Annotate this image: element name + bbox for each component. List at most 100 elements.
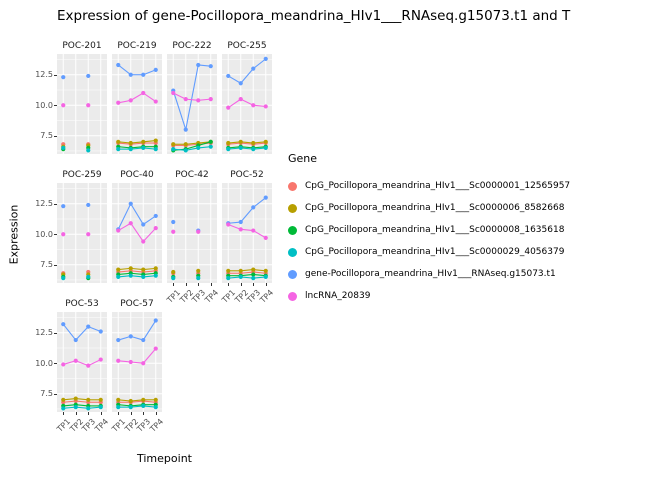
data-point	[98, 405, 103, 410]
data-point	[128, 140, 133, 146]
data-point	[86, 202, 91, 208]
data-point	[61, 362, 66, 367]
data-point	[116, 274, 121, 280]
data-point	[196, 62, 201, 68]
data-point	[128, 221, 133, 226]
data-point	[141, 397, 146, 402]
x-tick-mark	[130, 412, 132, 415]
data-point	[183, 97, 188, 102]
data-point	[153, 138, 158, 143]
facet-panel-POC-219	[112, 54, 162, 154]
data-point	[116, 139, 121, 144]
x-tick-mark	[75, 412, 77, 415]
data-point	[226, 147, 231, 152]
x-axis-title: Timepoint	[137, 452, 192, 465]
legend-item: CpG_Pocillopora_meandrina_HIv1___Sc00000…	[288, 175, 570, 197]
data-point	[116, 62, 121, 68]
x-tick-label: TP4	[148, 417, 166, 434]
data-point	[183, 142, 188, 147]
data-point	[128, 334, 133, 339]
data-point	[171, 276, 176, 281]
legend-item-label: gene-Pocillopora_meandrina_HIv1___RNAseq…	[305, 269, 556, 279]
data-point	[141, 90, 146, 96]
data-point	[116, 267, 121, 272]
data-point	[128, 98, 133, 103]
legend: Gene CpG_Pocillopora_meandrina_HIv1___Sc…	[288, 152, 570, 307]
legend-item-label: lncRNA_20839	[305, 291, 371, 301]
data-point	[153, 273, 158, 278]
data-point	[86, 324, 91, 329]
y-tick-label: 10.0	[35, 100, 53, 110]
data-point	[116, 147, 121, 152]
data-point	[238, 268, 243, 273]
data-point	[226, 268, 231, 273]
data-point	[196, 229, 201, 234]
y-tick-label: 7.5	[40, 389, 53, 399]
data-point	[171, 229, 176, 234]
x-tick-mark	[240, 283, 242, 286]
data-point	[226, 105, 231, 110]
facet-strip-label: POC-222	[172, 41, 212, 51]
data-point	[153, 67, 158, 72]
data-point	[226, 73, 231, 79]
y-tick-label: 12.5	[35, 70, 53, 80]
legend-item: CpG_Pocillopora_meandrina_HIv1___Sc00000…	[288, 241, 570, 263]
data-point	[251, 147, 256, 152]
data-point	[153, 405, 158, 410]
data-point	[251, 267, 256, 272]
data-point	[153, 226, 158, 231]
data-point	[73, 405, 78, 410]
data-point	[141, 274, 146, 280]
legend-item: gene-Pocillopora_meandrina_HIv1___RNAseq…	[288, 263, 570, 285]
data-point	[86, 73, 91, 79]
data-point	[141, 403, 146, 409]
facet-panel-POC-222	[167, 54, 217, 154]
data-point	[153, 318, 158, 323]
x-tick-mark	[118, 412, 120, 415]
data-point	[171, 90, 176, 96]
y-tick-mark	[54, 363, 57, 365]
legend-item-label: CpG_Pocillopora_meandrina_HIv1___Sc00000…	[305, 247, 565, 257]
facet-strip-label: POC-40	[120, 170, 154, 180]
facet-strip-label: POC-219	[117, 41, 157, 51]
data-point	[238, 139, 243, 144]
legend-item: lncRNA_20839	[288, 285, 570, 307]
data-point	[141, 239, 146, 244]
data-point	[86, 406, 91, 411]
data-point	[238, 227, 243, 232]
x-tick-mark	[155, 412, 157, 415]
data-point	[263, 274, 268, 280]
data-point	[171, 269, 176, 275]
data-point	[128, 398, 133, 404]
data-point	[226, 222, 231, 227]
data-point	[171, 142, 176, 147]
x-tick-mark	[265, 283, 267, 286]
data-point	[86, 148, 91, 153]
x-tick-label: TP4	[203, 288, 221, 305]
data-point	[73, 337, 78, 343]
data-point	[73, 396, 78, 401]
data-point	[128, 273, 133, 278]
legend-swatch-icon	[288, 291, 297, 301]
y-tick-mark	[54, 105, 57, 107]
legend-item-label: CpG_Pocillopora_meandrina_HIv1___Sc00000…	[305, 203, 565, 213]
data-point	[141, 361, 146, 366]
data-point	[153, 213, 158, 219]
data-point	[226, 276, 231, 281]
legend-swatch-icon	[288, 247, 297, 257]
y-tick-mark	[54, 135, 57, 137]
legend-swatch-icon	[288, 269, 297, 279]
legend-swatch-icon	[288, 225, 297, 235]
data-point	[128, 405, 133, 410]
facet-panel-POC-53	[57, 312, 107, 412]
data-point	[208, 139, 213, 144]
data-point	[226, 140, 231, 146]
legend-item-label: CpG_Pocillopora_meandrina_HIv1___Sc00000…	[305, 225, 565, 235]
data-point	[128, 147, 133, 152]
chart-title: Expression of gene-Pocillopora_meandrina…	[57, 8, 571, 24]
data-point	[238, 145, 243, 151]
data-point	[196, 268, 201, 273]
data-point	[116, 405, 121, 410]
facet-strip-label: POC-259	[62, 170, 102, 180]
data-point	[153, 346, 158, 351]
